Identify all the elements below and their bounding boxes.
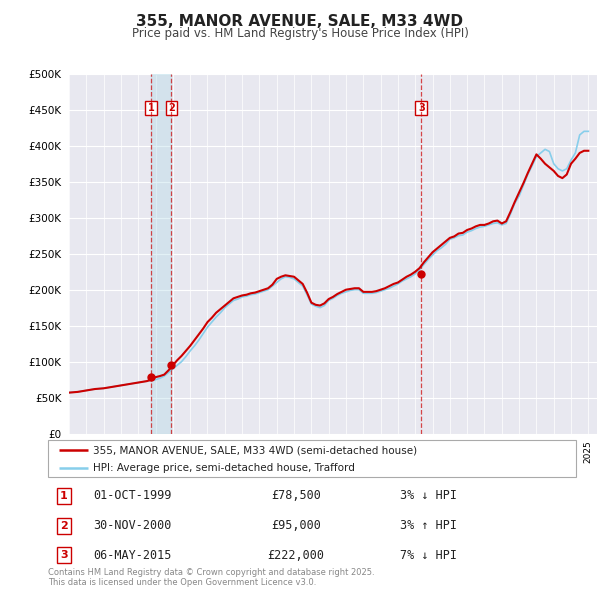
Text: 355, MANOR AVENUE, SALE, M33 4WD: 355, MANOR AVENUE, SALE, M33 4WD [137,14,464,28]
Text: Contains HM Land Registry data © Crown copyright and database right 2025.
This d: Contains HM Land Registry data © Crown c… [48,568,374,587]
Text: 2: 2 [60,520,68,530]
Text: 355, MANOR AVENUE, SALE, M33 4WD (semi-detached house): 355, MANOR AVENUE, SALE, M33 4WD (semi-d… [93,445,417,455]
Text: HPI: Average price, semi-detached house, Trafford: HPI: Average price, semi-detached house,… [93,463,355,473]
Text: £78,500: £78,500 [271,490,321,503]
Text: 3: 3 [60,550,68,560]
Text: 06-MAY-2015: 06-MAY-2015 [93,549,172,562]
Text: 1: 1 [148,103,155,113]
Point [146,372,156,382]
Text: 2: 2 [168,103,175,113]
Text: £222,000: £222,000 [268,549,325,562]
Text: Price paid vs. HM Land Registry's House Price Index (HPI): Price paid vs. HM Land Registry's House … [131,27,469,40]
Text: 3% ↑ HPI: 3% ↑ HPI [400,519,457,532]
Point [416,269,426,278]
Text: 30-NOV-2000: 30-NOV-2000 [93,519,172,532]
Text: 3% ↓ HPI: 3% ↓ HPI [400,490,457,503]
Text: 01-OCT-1999: 01-OCT-1999 [93,490,172,503]
Text: 1: 1 [60,491,68,501]
Text: 7% ↓ HPI: 7% ↓ HPI [400,549,457,562]
Text: £95,000: £95,000 [271,519,321,532]
Text: 3: 3 [418,103,425,113]
Bar [151,74,172,434]
Point [167,360,176,370]
